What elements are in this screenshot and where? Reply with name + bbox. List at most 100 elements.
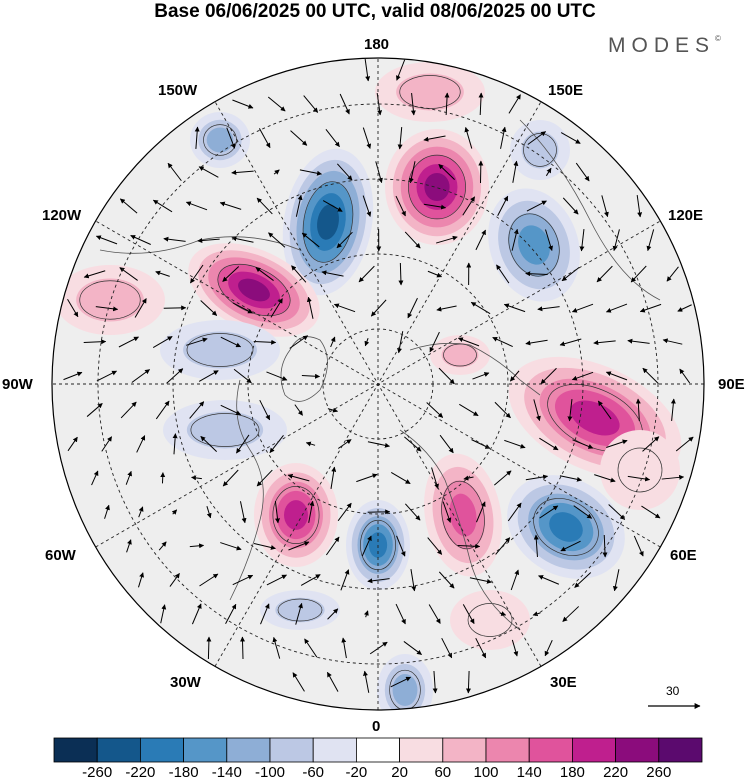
wind-vector <box>398 262 404 286</box>
wind-vector <box>390 676 412 688</box>
wind-vector <box>256 469 273 487</box>
wind-vector <box>291 265 307 283</box>
contour-line <box>523 133 557 167</box>
colorbar-swatch <box>96 737 141 763</box>
wind-vector <box>337 439 352 449</box>
wind-vector <box>410 93 416 116</box>
wind-vector <box>478 92 484 116</box>
anomaly-contour <box>186 411 264 449</box>
brand-name: MODES <box>608 34 716 57</box>
wind-vector <box>593 340 616 346</box>
colorbar-swatch <box>485 737 530 763</box>
wind-vector <box>292 672 305 692</box>
wind-vector <box>364 59 371 82</box>
colorbar-tick-label: -100 <box>254 764 286 781</box>
wind-vector <box>597 400 612 420</box>
wind-vector <box>494 401 511 419</box>
colorbar-tick-label: 100 <box>473 764 499 781</box>
colorbar-tick-label: -260 <box>82 764 113 781</box>
wind-vector <box>560 132 581 144</box>
wind-vector <box>457 543 481 549</box>
wind-vector <box>258 128 271 149</box>
wind-vector <box>403 641 422 655</box>
wind-vector <box>337 502 352 522</box>
label-60w: 60W <box>45 547 76 564</box>
wind-vector <box>367 578 390 584</box>
colorbar-swatch <box>355 737 400 763</box>
wind-vector <box>395 195 406 217</box>
meridian-line <box>95 220 661 548</box>
wind-vector <box>601 195 609 218</box>
wind-vector <box>630 265 647 283</box>
colorbar-tick-label: 140 <box>516 764 542 781</box>
wind-vector <box>579 229 585 252</box>
colorbar-swatch <box>658 737 703 763</box>
modes-logo: MODES© <box>608 34 721 58</box>
anomaly-contour <box>449 493 477 537</box>
wind-vector <box>321 270 344 277</box>
wind-vector <box>206 506 212 519</box>
wind-vector <box>206 636 212 660</box>
wind-vector <box>560 540 581 552</box>
wind-vector <box>138 506 144 518</box>
wind-vector <box>635 398 641 422</box>
latitude-circle-50 <box>97 103 659 665</box>
wind-vector <box>191 603 202 625</box>
wind-vector <box>325 129 340 148</box>
wind-vector <box>677 304 692 312</box>
contour-line <box>408 154 466 220</box>
anomaly-contour <box>441 342 479 368</box>
wind-vector <box>158 541 167 551</box>
wind-vector <box>532 611 541 617</box>
anomaly-high <box>385 129 489 245</box>
wind-vector <box>533 534 539 558</box>
anomaly-high <box>188 243 320 337</box>
colorbar-swatch <box>226 737 271 763</box>
wind-vector <box>340 569 350 591</box>
contour-line <box>203 124 237 156</box>
map-title: Base 06/06/2025 00 UTC, valid 08/06/2025… <box>154 1 596 22</box>
wind-vector <box>612 569 620 592</box>
wind-vector <box>539 437 559 451</box>
wind-vector <box>457 337 480 347</box>
anomaly-low <box>488 188 580 302</box>
wind-vector <box>155 400 170 420</box>
wind-vector <box>612 229 620 252</box>
wind-vector <box>336 231 353 249</box>
wind-vector <box>432 670 438 694</box>
wind-vector <box>288 541 310 551</box>
wind-vector <box>666 266 679 282</box>
wind-vector <box>407 297 418 319</box>
colorbar-tick-label: 60 <box>434 764 452 781</box>
wind-vector <box>571 303 594 313</box>
contour-line <box>277 598 323 622</box>
anomaly-high <box>424 453 502 577</box>
wind-vector <box>130 235 151 245</box>
wind-vector <box>131 369 150 383</box>
wind-vector <box>646 229 655 252</box>
wind-vector <box>356 473 378 483</box>
anomaly-low <box>282 148 374 296</box>
anomaly-contour <box>396 73 464 111</box>
reference-vector-value: 30 <box>666 684 680 698</box>
wind-vector <box>171 509 178 515</box>
wind-vector <box>155 270 170 277</box>
wind-vector <box>189 543 205 549</box>
wind-vector <box>410 569 417 592</box>
wind-vector <box>562 197 579 215</box>
wind-vector <box>427 537 443 555</box>
wind-vector <box>470 301 491 315</box>
wind-vector <box>86 403 103 417</box>
wind-vector <box>426 402 444 418</box>
contour-line <box>190 413 260 447</box>
wind-vector <box>138 572 145 588</box>
wind-vector <box>596 265 613 283</box>
wind-vector <box>545 229 553 251</box>
wind-vector <box>438 571 455 589</box>
colorbar-tick-label: -180 <box>168 764 199 781</box>
wind-vector <box>225 603 237 624</box>
wind-vector <box>304 638 318 658</box>
wind-vector <box>325 536 340 556</box>
wind-vector <box>269 435 284 454</box>
wind-vector <box>267 96 286 112</box>
